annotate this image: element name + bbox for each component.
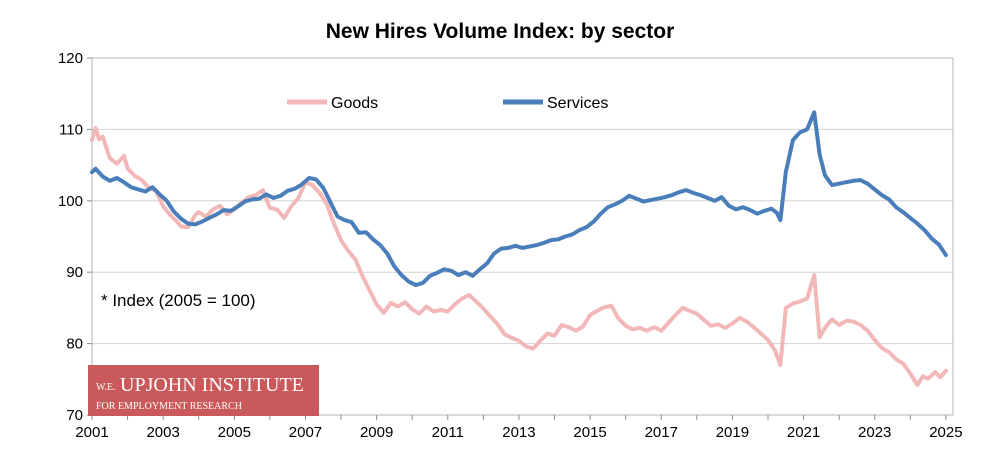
y-tick-label: 120 xyxy=(58,50,83,67)
y-tick-label: 100 xyxy=(58,193,83,210)
x-tick-label: 2007 xyxy=(289,424,322,441)
upjohn-logo: W.E. UPJOHN INSTITUTE FOR EMPLOYMENT RES… xyxy=(88,365,319,416)
x-tick-label: 2021 xyxy=(787,424,820,441)
y-tick-label: 70 xyxy=(66,407,83,424)
gridlines xyxy=(92,128,953,345)
y-tick-label: 80 xyxy=(66,336,83,353)
x-axis-ticks: 2001 2003 2005 2007 2009 2011 2013 2015 2017 2019… xyxy=(75,415,963,441)
chart-title: New Hires Volume Index: by sector xyxy=(326,20,675,43)
series-line-goods xyxy=(90,126,948,387)
plot-area-border xyxy=(91,57,954,416)
y-tick-label: 110 xyxy=(59,121,83,138)
logo-subtitle: FOR EMPLOYMENT RESEARCH xyxy=(96,401,242,412)
logo-we: W.E. xyxy=(96,382,116,393)
x-tick-label: 2001 xyxy=(75,424,108,441)
x-tick-label: 2003 xyxy=(146,424,179,441)
legend-goods-label: Goods xyxy=(331,95,378,112)
logo-institute-name: UPJOHN INSTITUTE xyxy=(120,374,304,396)
series-line-services xyxy=(90,110,948,288)
x-tick-label: 2023 xyxy=(858,424,891,441)
x-tick-label: 2025 xyxy=(929,424,962,441)
y-axis-ticks: 70 80 90 100 110 120 xyxy=(58,50,92,424)
x-tick-label: 2005 xyxy=(218,424,251,441)
series-lines xyxy=(90,110,948,387)
x-tick-label: 2017 xyxy=(645,424,678,441)
x-tick-label: 2013 xyxy=(502,424,535,441)
index-note: * Index (2005 = 100) xyxy=(101,291,256,310)
y-tick-label: 90 xyxy=(66,264,83,281)
legend: Goods Services xyxy=(287,95,608,112)
x-tick-label: 2019 xyxy=(716,424,749,441)
x-tick-label: 2009 xyxy=(360,424,393,441)
legend-services-label: Services xyxy=(547,95,608,112)
x-tick-label: 2015 xyxy=(573,424,606,441)
logo-background xyxy=(88,365,319,416)
x-tick-label: 2011 xyxy=(432,424,464,441)
